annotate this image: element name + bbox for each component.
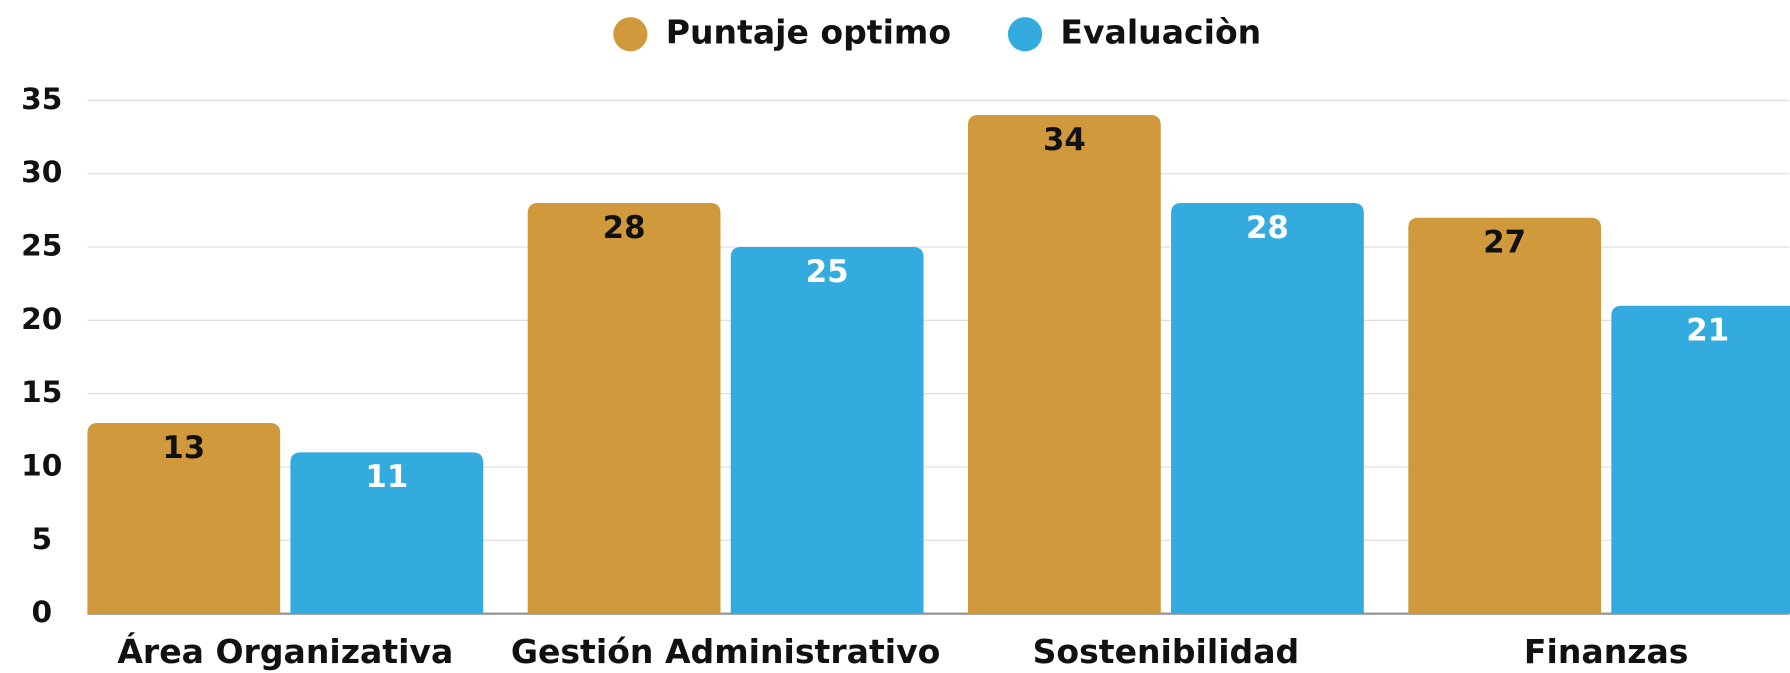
bar (730, 247, 924, 614)
y-tick-label: 15 (21, 374, 62, 409)
legend-label: Puntaje optimo (666, 13, 951, 52)
labels: 0 5 10 15 20 25 30 35 Puntaje optimo Evaluaciòn Ár… (21, 13, 1729, 671)
y-tick-label: 0 (31, 594, 52, 629)
data-label: 21 (1686, 312, 1729, 348)
legend-swatch (613, 17, 648, 52)
data-label: 27 (1483, 224, 1526, 260)
bar (527, 203, 721, 614)
legend-swatch (1007, 17, 1043, 52)
y-tick-label: 25 (21, 228, 62, 263)
x-tick-label: Área Organizativa (117, 631, 453, 671)
x-tick-label: Finanzas (1524, 632, 1689, 671)
data-label: 28 (603, 210, 646, 246)
bar (968, 115, 1161, 614)
bar (87, 423, 281, 614)
legend-label: Evaluaciòn (1060, 13, 1261, 52)
data-label: 13 (162, 430, 205, 466)
data-label: 28 (1246, 210, 1289, 246)
x-tick-label: Sostenibilidad (1033, 632, 1300, 671)
data-label: 25 (806, 254, 849, 290)
bar (290, 452, 484, 614)
bar (1611, 305, 1790, 614)
x-tick-label: Gestión Administrativo (511, 632, 941, 671)
y-tick-label: 10 (21, 448, 62, 483)
y-tick-label: 35 (21, 81, 62, 116)
bar (1171, 203, 1364, 614)
y-tick-label: 20 (21, 301, 62, 336)
bar (1408, 217, 1602, 614)
data-label: 11 (365, 459, 408, 495)
y-tick-label: 30 (21, 154, 62, 189)
data-label: 34 (1043, 122, 1086, 158)
y-tick-label: 5 (31, 521, 52, 556)
bars (87, 115, 1790, 614)
